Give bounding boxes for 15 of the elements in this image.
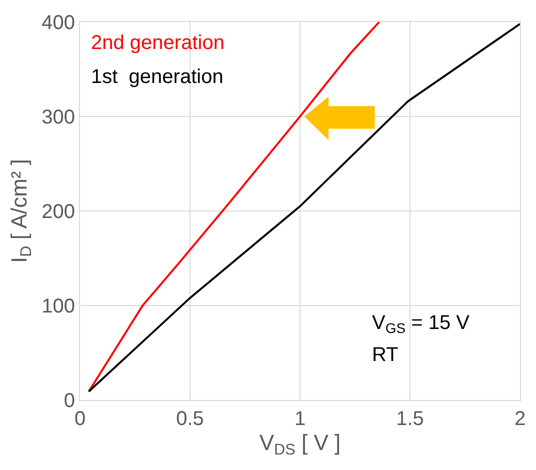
- text: 2nd generation: [91, 32, 224, 54]
- text: 1st generation: [91, 66, 224, 88]
- x-axis-title: V$_{DS}$ [ V ]: [259, 430, 341, 459]
- annotation: V$_{GS}$ = 15 V: [372, 312, 470, 336]
- y-tick-label: 300: [42, 106, 75, 128]
- x-tick-label: 2: [514, 408, 526, 430]
- y-tick-label: 0: [64, 390, 75, 412]
- line-series: [88, 22, 520, 392]
- y-tick-label: 400: [42, 12, 75, 34]
- x-tick-label: 0.5: [176, 408, 204, 430]
- x-tick-label: 1.5: [396, 408, 424, 430]
- x-tick-label: 1: [294, 408, 306, 430]
- annotation: RT: [372, 344, 398, 366]
- y-tick-label: 200: [42, 201, 75, 223]
- y-tick-label: 100: [42, 296, 75, 318]
